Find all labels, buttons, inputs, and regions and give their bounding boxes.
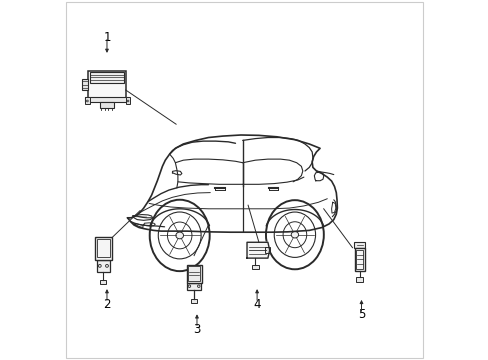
Text: 5: 5: [357, 309, 365, 321]
FancyBboxPatch shape: [88, 71, 125, 98]
Text: 1: 1: [103, 31, 110, 44]
FancyBboxPatch shape: [251, 265, 258, 269]
FancyBboxPatch shape: [81, 79, 88, 90]
FancyBboxPatch shape: [95, 237, 112, 260]
Ellipse shape: [197, 285, 200, 287]
FancyBboxPatch shape: [125, 96, 130, 104]
Text: 2: 2: [103, 298, 110, 311]
Ellipse shape: [98, 264, 101, 267]
FancyBboxPatch shape: [85, 96, 89, 104]
FancyBboxPatch shape: [96, 260, 110, 272]
FancyBboxPatch shape: [100, 102, 114, 108]
Ellipse shape: [127, 100, 129, 102]
FancyBboxPatch shape: [186, 265, 201, 283]
FancyBboxPatch shape: [101, 280, 106, 284]
Ellipse shape: [86, 100, 88, 102]
FancyBboxPatch shape: [264, 247, 269, 253]
FancyBboxPatch shape: [85, 96, 128, 102]
FancyBboxPatch shape: [353, 243, 365, 248]
FancyBboxPatch shape: [188, 266, 200, 281]
Ellipse shape: [105, 264, 108, 267]
FancyBboxPatch shape: [354, 248, 364, 271]
Ellipse shape: [188, 285, 190, 287]
Polygon shape: [246, 242, 269, 258]
Ellipse shape: [291, 231, 298, 238]
FancyBboxPatch shape: [186, 283, 201, 290]
Ellipse shape: [176, 232, 183, 239]
Text: 4: 4: [253, 298, 260, 311]
FancyBboxPatch shape: [355, 277, 363, 282]
FancyBboxPatch shape: [90, 72, 123, 83]
Text: 3: 3: [193, 323, 200, 336]
FancyBboxPatch shape: [190, 299, 197, 303]
